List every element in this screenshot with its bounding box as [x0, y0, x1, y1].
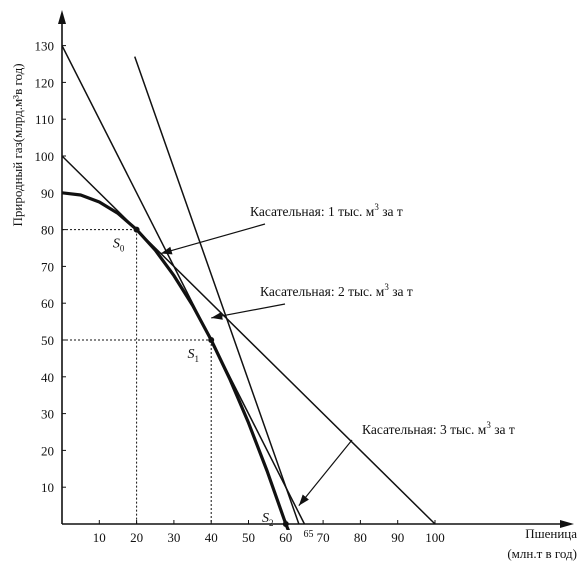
x-tick-label: 10	[93, 530, 106, 545]
x-tick-label: 30	[167, 530, 180, 545]
y-tick-label: 80	[41, 223, 54, 238]
y-tick-label: 100	[35, 149, 55, 164]
x-tick-label: 70	[317, 530, 330, 545]
x-axis-title: Пшеница	[525, 526, 577, 541]
y-tick-label: 30	[41, 407, 54, 422]
lines-layer	[62, 45, 436, 530]
y-tick-label: 110	[35, 112, 54, 127]
y-tick-label: 10	[41, 480, 54, 495]
tangent-line-3	[134, 56, 300, 525]
annotation-arrow-1	[160, 223, 266, 255]
x-axis-unit: (млн.т в год)	[507, 546, 577, 561]
y-tick-label: 40	[41, 370, 54, 385]
annotation-arrowhead-2	[211, 312, 223, 320]
tangent-line-2	[62, 45, 306, 525]
annotation-arrow-3	[298, 439, 353, 506]
x-tick-label: 40	[205, 530, 218, 545]
point-marker	[133, 226, 140, 233]
annotation-arrowhead-1	[160, 246, 173, 255]
annotation-text-2: Касательная: 2 тыс. м3 за т	[260, 282, 413, 299]
x-tick-label: 20	[130, 530, 143, 545]
x-tick-label: 80	[354, 530, 367, 545]
point-marker	[208, 337, 215, 343]
annotation-arrow-2	[211, 303, 286, 319]
annotation-text-3: Касательная: 3 тыс. м3 за т	[362, 420, 515, 437]
labels-layer: S0 S1 S2 Касательная: 1 тыс. м3 за т Касател…	[113, 202, 515, 528]
x-tick-label: 50	[242, 530, 255, 545]
axes-layer: 10 20 30 40 50 60 70 80 90 100 65 10 20 30 40 50 60 70 80 9…	[35, 10, 574, 545]
x-tick-label: 90	[391, 530, 404, 545]
y-tick-label: 120	[35, 75, 55, 90]
annotation-text-1: Касательная: 1 тыс. м3 за т	[250, 202, 403, 219]
point-label: S0	[113, 237, 125, 254]
y-tick-label: 90	[41, 186, 54, 201]
x-axis-arrow	[560, 520, 574, 528]
point-label: S2	[262, 511, 274, 528]
y-tick-label: 20	[41, 443, 54, 458]
y-tick-label: 70	[41, 259, 54, 274]
y-tick-label: 130	[35, 39, 55, 54]
ppf-curve	[62, 191, 290, 530]
x-tick-label: 100	[425, 530, 445, 545]
point-label: S1	[187, 347, 199, 364]
x-tick-label: 60	[279, 530, 292, 545]
y-axis-arrow	[58, 10, 66, 24]
y-tick-label: 50	[41, 333, 54, 348]
y-axis-title: Природный газ(млрд.м³в год)	[10, 63, 25, 226]
y-tick-label: 60	[41, 296, 54, 311]
x-tick-label-extra: 65	[303, 529, 313, 540]
annotation-arrowhead-3	[298, 494, 309, 506]
